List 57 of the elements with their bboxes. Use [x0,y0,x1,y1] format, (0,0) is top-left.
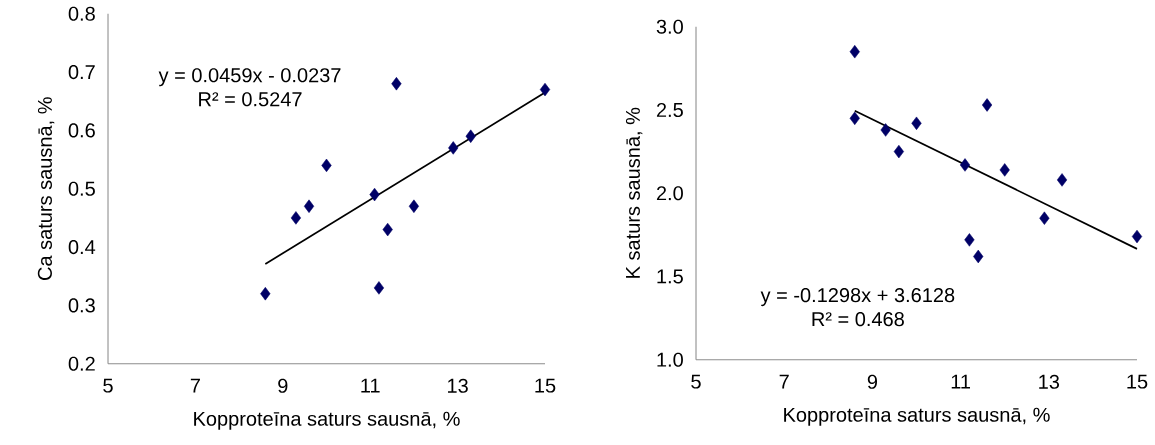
y-tick-label: 0.6 [68,123,95,138]
point [448,141,459,155]
point [999,163,1010,177]
point [539,83,551,97]
point [465,129,476,144]
x-tick-label: 13 [1039,374,1060,389]
point [1131,229,1143,244]
annotation: y = -0.1298x + 3.6128 [760,288,955,307]
annotation: R² = 0.468 [812,312,904,327]
x-tick-label: 11 [361,378,380,393]
x-tick-label: 13 [448,378,468,393]
point [303,199,315,214]
y-tick-label: 1.5 [657,269,683,284]
point [964,233,975,247]
y-tick-label: 0.5 [68,181,95,196]
x-tick-label: 5 [103,378,113,393]
x-tick-label: 15 [535,378,556,393]
x-tick-label: 9 [278,378,288,393]
y-tick-label: 2.0 [656,186,683,201]
point [408,199,419,214]
x-tick-label: 15 [1127,374,1148,389]
y-axis-title: Ca saturs sausnā, % [37,97,55,281]
point [1039,211,1050,226]
y-tick-label: 1.0 [657,352,683,367]
y-tick-label: 0.3 [68,298,95,313]
point [260,287,271,301]
point [911,116,922,131]
point [849,111,860,126]
y-tick-label: 0.8 [68,6,95,21]
point [1056,173,1068,187]
x-tick-label: 11 [951,374,971,389]
x-tick-label: 7 [779,374,789,389]
y-axis-title: K saturs sausnā, % [625,107,643,278]
annotation: y = 0.0459x - 0.0237 [158,68,341,87]
y-tick-label: 0.7 [68,65,95,80]
point [290,211,301,225]
y-tick-label: 2.5 [656,103,683,118]
x-tick-label: 9 [867,374,878,389]
y-tick-label: 3.0 [656,19,683,34]
point [321,158,332,173]
point [959,158,971,172]
point [373,281,385,295]
y-tick-label: 0.4 [68,240,96,255]
point [391,77,402,91]
point [849,45,860,59]
x-tick-label: 5 [691,374,701,389]
y-tick-label: 0.2 [68,356,95,371]
x-axis-title: Kopproteīna saturs sausnā, % [194,411,460,430]
x-axis-title: Kopproteīna saturs sausnā, % [784,407,1050,426]
point [382,223,393,237]
x-tick-label: 7 [190,378,200,393]
annotation: R² = 0.5247 [199,92,302,107]
point [880,123,891,137]
point [973,249,984,264]
point [369,188,380,202]
point [893,145,904,159]
point [981,98,993,112]
